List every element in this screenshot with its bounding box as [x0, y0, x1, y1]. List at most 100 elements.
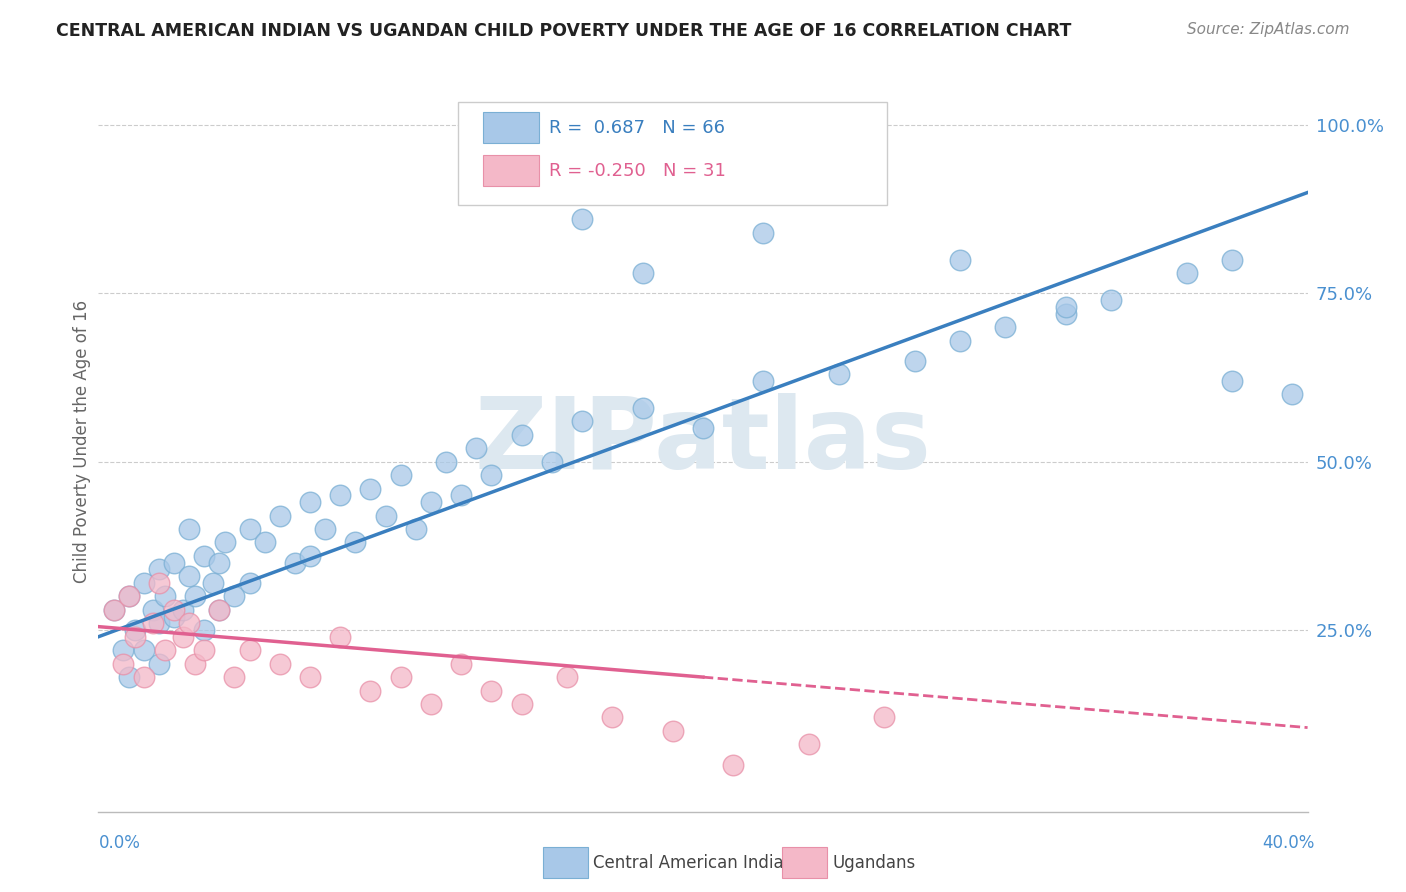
Point	[374, 508, 396, 523]
Point	[904, 353, 927, 368]
Point	[540, 455, 562, 469]
Text: R =  0.687   N = 66: R = 0.687 N = 66	[550, 119, 725, 136]
Point	[405, 522, 427, 536]
Point	[510, 427, 533, 442]
Point	[214, 535, 236, 549]
Point	[253, 535, 276, 549]
Point	[1175, 266, 1198, 280]
Y-axis label: Child Poverty Under the Age of 16: Child Poverty Under the Age of 16	[73, 300, 91, 583]
Point	[132, 643, 155, 657]
Text: 40.0%: 40.0%	[1263, 834, 1315, 852]
Point	[239, 522, 262, 536]
Point	[360, 683, 382, 698]
Point	[153, 643, 176, 657]
Point	[602, 710, 624, 724]
FancyBboxPatch shape	[482, 112, 538, 144]
Point	[163, 603, 186, 617]
Point	[193, 643, 215, 657]
Point	[118, 590, 141, 604]
Point	[208, 556, 231, 570]
Point	[172, 603, 194, 617]
Point	[631, 266, 654, 280]
Point	[148, 575, 170, 590]
Point	[1220, 252, 1243, 267]
Point	[299, 549, 322, 563]
Point	[723, 757, 745, 772]
Point	[465, 442, 488, 456]
Point	[314, 522, 336, 536]
Point	[132, 670, 155, 684]
Point	[571, 414, 593, 428]
Point	[142, 616, 165, 631]
Point	[1281, 387, 1303, 401]
Point	[420, 697, 443, 711]
Point	[239, 575, 262, 590]
Point	[450, 657, 472, 671]
Text: CENTRAL AMERICAN INDIAN VS UGANDAN CHILD POVERTY UNDER THE AGE OF 16 CORRELATION: CENTRAL AMERICAN INDIAN VS UGANDAN CHILD…	[56, 22, 1071, 40]
Point	[163, 556, 186, 570]
FancyBboxPatch shape	[457, 103, 887, 204]
Point	[184, 590, 207, 604]
Point	[994, 320, 1017, 334]
Point	[389, 468, 412, 483]
Point	[118, 670, 141, 684]
Text: Central American Indians: Central American Indians	[593, 854, 803, 871]
Point	[828, 368, 851, 382]
Point	[103, 603, 125, 617]
Point	[344, 535, 367, 549]
Point	[329, 630, 352, 644]
Point	[224, 670, 246, 684]
Point	[450, 488, 472, 502]
Point	[132, 575, 155, 590]
Text: Source: ZipAtlas.com: Source: ZipAtlas.com	[1187, 22, 1350, 37]
Point	[481, 683, 503, 698]
Point	[631, 401, 654, 415]
Point	[1220, 374, 1243, 388]
Point	[481, 468, 503, 483]
Point	[142, 603, 165, 617]
Point	[118, 590, 141, 604]
Point	[111, 643, 134, 657]
Text: R = -0.250   N = 31: R = -0.250 N = 31	[550, 161, 727, 179]
Point	[193, 549, 215, 563]
Point	[239, 643, 262, 657]
Point	[163, 609, 186, 624]
Point	[269, 508, 291, 523]
Text: Ugandans: Ugandans	[832, 854, 915, 871]
Point	[752, 374, 775, 388]
Point	[299, 495, 322, 509]
Point	[360, 482, 382, 496]
Point	[193, 623, 215, 637]
Point	[224, 590, 246, 604]
Point	[148, 657, 170, 671]
Point	[103, 603, 125, 617]
Point	[202, 575, 225, 590]
Text: ZIPatlas: ZIPatlas	[475, 393, 931, 490]
Point	[949, 334, 972, 348]
Point	[420, 495, 443, 509]
Point	[124, 623, 146, 637]
Point	[661, 723, 683, 738]
Point	[208, 603, 231, 617]
Point	[284, 556, 307, 570]
Point	[184, 657, 207, 671]
Point	[389, 670, 412, 684]
Point	[555, 670, 578, 684]
Point	[797, 738, 820, 752]
FancyBboxPatch shape	[482, 155, 538, 186]
Point	[571, 212, 593, 227]
Point	[299, 670, 322, 684]
Point	[148, 562, 170, 576]
Point	[208, 603, 231, 617]
Point	[148, 616, 170, 631]
Point	[510, 697, 533, 711]
Point	[111, 657, 134, 671]
Point	[1054, 300, 1077, 314]
Point	[949, 252, 972, 267]
Point	[172, 630, 194, 644]
Point	[269, 657, 291, 671]
Point	[153, 590, 176, 604]
Point	[873, 710, 896, 724]
Point	[179, 522, 201, 536]
Point	[1054, 307, 1077, 321]
